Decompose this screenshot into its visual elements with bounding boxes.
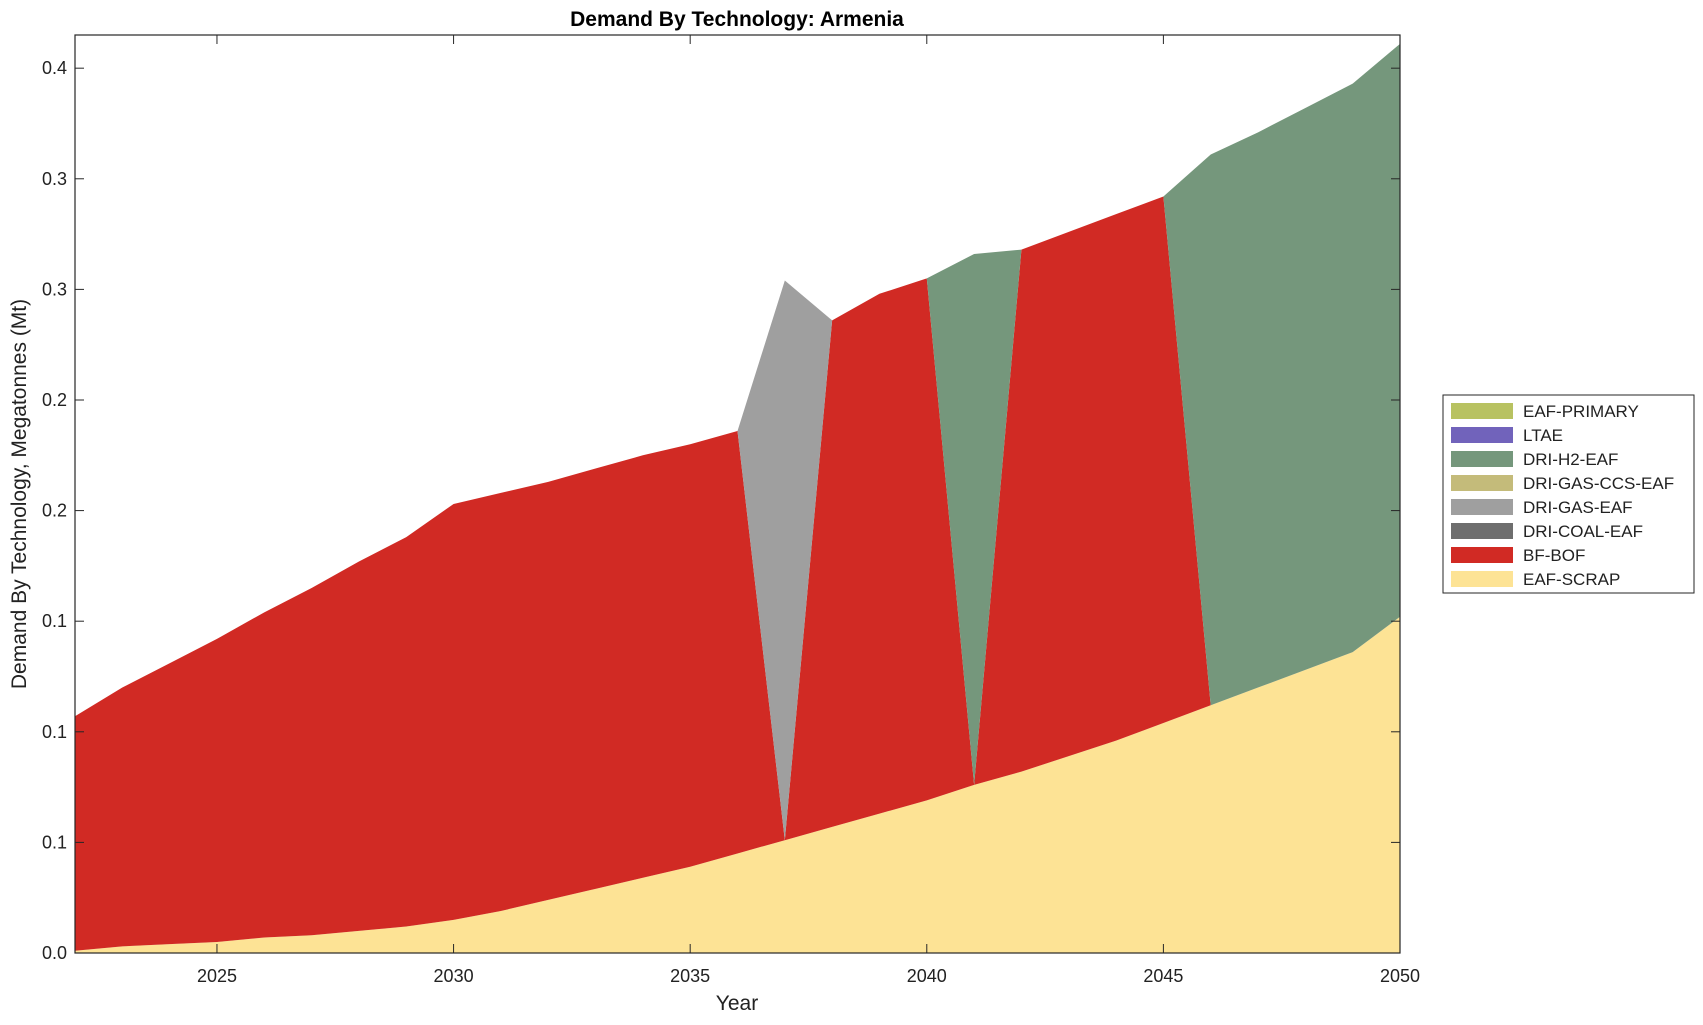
y-tick-label: 0.2 bbox=[42, 390, 67, 410]
area-bf-bof bbox=[75, 196, 1400, 951]
x-tick-label: 2045 bbox=[1143, 966, 1183, 986]
legend-swatch-dri-gas-eaf bbox=[1451, 499, 1513, 515]
legend-swatch-dri-gas-ccs-eaf bbox=[1451, 475, 1513, 491]
legend-swatch-bf-bof bbox=[1451, 547, 1513, 563]
x-tick-label: 2025 bbox=[197, 966, 237, 986]
x-tick-label: 2040 bbox=[907, 966, 947, 986]
legend-swatch-eaf-scrap bbox=[1451, 571, 1513, 587]
y-tick-label: 0.1 bbox=[42, 611, 67, 631]
y-tick-label: 0.2 bbox=[42, 501, 67, 521]
plot-frame bbox=[74, 34, 1401, 954]
axis-ticks: 2025 2030 2035 2040 2045 2050 0.0 0.1 0.1 0.1 0.2 0… bbox=[42, 35, 1420, 986]
x-axis-label: Year bbox=[716, 992, 758, 1015]
y-tick-label: 0.3 bbox=[42, 279, 67, 299]
x-tick-label: 2050 bbox=[1380, 966, 1420, 986]
legend-label-eaf-scrap: EAF-SCRAP bbox=[1523, 570, 1620, 589]
legend-swatch-dri-coal-eaf bbox=[1451, 523, 1513, 539]
y-tick-label: 0.4 bbox=[42, 58, 67, 78]
area-eaf-scrap bbox=[75, 616, 1400, 953]
y-tick-label: 0.1 bbox=[42, 722, 67, 742]
chart-title: Demand By Technology: Armenia bbox=[570, 8, 904, 31]
x-tick-label: 2035 bbox=[670, 966, 710, 986]
y-tick-label: 0.3 bbox=[42, 169, 67, 189]
legend: EAF-PRIMARY LTAE DRI-H2-EAF DRI-GAS-CCS-EAF… bbox=[1442, 394, 1695, 594]
legend-swatch-dri-h2-eaf bbox=[1451, 451, 1513, 467]
y-tick-label: 0.1 bbox=[42, 832, 67, 852]
legend-label-bf-bof: BF-BOF bbox=[1523, 546, 1585, 565]
area-series-group bbox=[75, 43, 1400, 953]
legend-swatch-ltae bbox=[1451, 427, 1513, 443]
legend-swatch-eaf-primary bbox=[1451, 403, 1513, 419]
legend-label-dri-gas-eaf: DRI-GAS-EAF bbox=[1523, 498, 1633, 517]
x-tick-label: 2030 bbox=[434, 966, 474, 986]
legend-label-dri-h2-eaf: DRI-H2-EAF bbox=[1523, 450, 1618, 469]
legend-label-ltae: LTAE bbox=[1523, 426, 1563, 445]
legend-label-dri-coal-eaf: DRI-COAL-EAF bbox=[1523, 522, 1643, 541]
y-axis-label: Demand By Technology, Megatonnes (Mt) bbox=[8, 299, 31, 689]
y-tick-label: 0.0 bbox=[42, 943, 67, 963]
legend-label-eaf-primary: EAF-PRIMARY bbox=[1523, 402, 1639, 421]
legend-label-dri-gas-ccs-eaf: DRI-GAS-CCS-EAF bbox=[1523, 474, 1674, 493]
